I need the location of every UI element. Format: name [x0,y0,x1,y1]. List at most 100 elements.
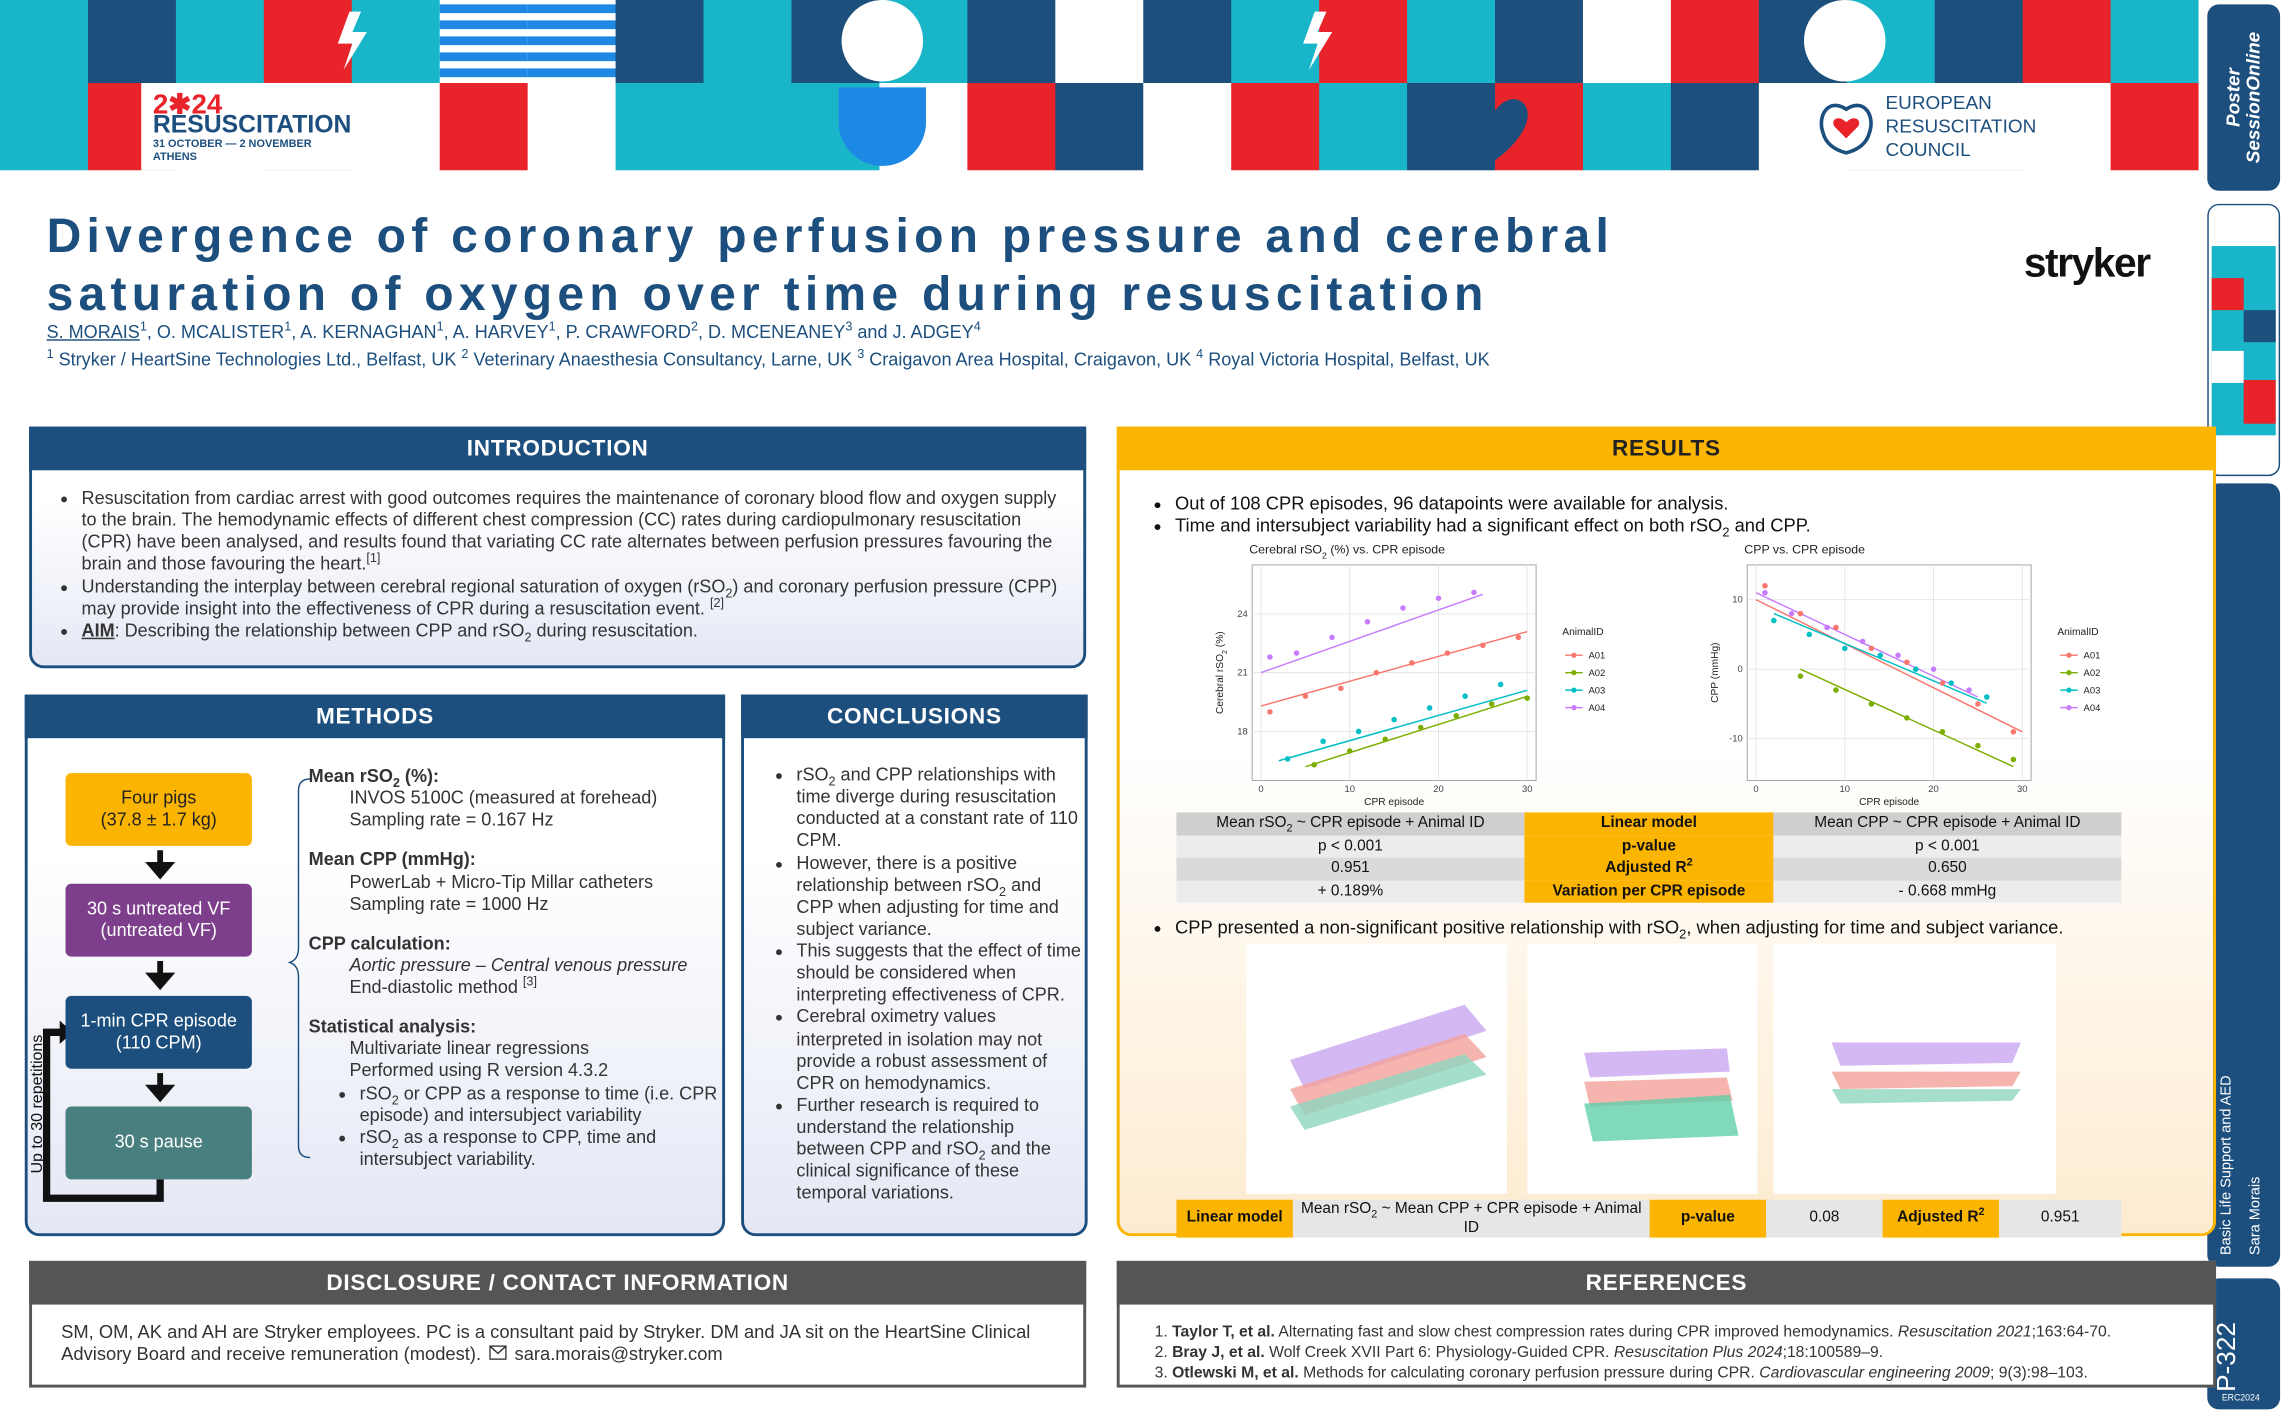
text-run: 2 [828,773,836,789]
table-cell: Variation per CPR episode [1524,880,1774,903]
detail-line: Sampling rate = 0.167 Hz [349,809,554,831]
text-run: and CPP relationships with time diverge … [796,764,1078,851]
text-run: S. MORAIS [46,321,140,343]
point [1975,742,1981,749]
flow-line: 1-min CPR episode [80,1010,237,1031]
legend-label: A02 [1588,668,1605,679]
point [1267,654,1273,660]
banner-tile [1055,82,1144,171]
text-run: and CPP. [1729,515,1811,537]
plane [1831,1089,2021,1104]
x-tick-label: 0 [1753,784,1758,795]
text-run: 2 [1322,550,1327,560]
detail-heading: Mean rSO2 (%): [308,765,724,790]
bullet: Otlewski M, et al. Methods for calculati… [1172,1363,2220,1383]
panel-heading: DISCLOSURE / CONTACT INFORMATION [29,1260,1087,1305]
text-run: 2 [1686,855,1693,869]
erc-logo: EUROPEAN RESUSCITATION COUNCIL [1805,82,2109,171]
erc-name: EUROPEAN RESUSCITATION COUNCIL [1886,92,2037,162]
text-run: , A. KERNAGHAN [291,321,437,343]
panel-heading: INTRODUCTION [29,426,1087,471]
references-panel: REFERENCES Taylor T, et al. Alternating … [1116,1260,2217,1388]
point [1762,589,1768,596]
flow-line: Four pigs [121,787,197,808]
text-run: 2 [391,1091,399,1107]
table-cell: 0.951 [1999,1199,2122,1238]
flow-line: (untreated VF) [100,920,217,941]
banner-tile [1143,82,1232,171]
x-tick-label: 20 [1433,784,1444,795]
table-row: 0.951 Adjusted R2 0.650 [1176,855,2122,881]
legend-label: A01 [1588,651,1605,662]
detail-line: Aortic pressure – Central venous pressur… [309,955,724,977]
legend-swatch [2066,687,2072,693]
point [1338,685,1344,692]
point [1293,650,1300,656]
banner-tile [1582,82,1672,171]
text-run: ~ CPR episode + Animal ID [1292,814,1485,832]
bullet: CPP presented a non-significant positive… [1174,917,2194,940]
point [1868,645,1875,652]
bullet: Further research is required to understa… [796,1095,1081,1205]
point [1453,713,1459,719]
bullet: However, there is a positive relationshi… [796,852,1081,940]
thumbnail-art [2211,246,2276,436]
text-run: Mean rSO [308,765,393,787]
loop-label: Up to 30 repetitions [29,1034,47,1174]
banner-icon [1462,99,1528,161]
logo-line: SessionOnline [2242,31,2265,164]
banner-tile [1055,0,1144,83]
panel-heading: METHODS [24,694,726,739]
fit-line [1755,592,1979,698]
panel-heading: CONCLUSIONS [741,694,1088,739]
banner-tile [439,82,529,171]
point [1913,666,1919,672]
text-run: Resuscitation Plus 2024 [1613,1343,1783,1362]
text-run: ;18:100589–9. [1782,1343,1884,1362]
point [1373,669,1380,676]
x-tick-label: 10 [1840,784,1851,795]
text-run: 3 [845,318,853,334]
banner-icon [841,0,924,82]
text-run: 2 [725,585,733,600]
text-run: 2 [392,775,400,790]
text-run: Aortic pressure – Central venous pressur… [349,954,688,976]
flow-box: 30 s untreated VF (untreated VF) [65,883,252,957]
model-table: Linear model Mean rSO2 ~ Mean CPP + CPR e… [1176,1199,2122,1238]
banner-tile [1407,0,1496,83]
point [1797,673,1804,679]
text-run: 4 [1196,346,1204,361]
table-cell: Mean CPP ~ CPR episode + Animal ID [1773,812,2122,836]
results-table: Mean rSO2 ~ CPR episode + Animal ID Linea… [1176,812,2122,903]
point [1868,701,1875,707]
point [1524,695,1530,701]
banner-tile [2110,82,2199,171]
results-bullet: CPP presented a non-significant positive… [1152,917,2194,940]
presenter: Sara Morais [2248,1176,2265,1256]
text-run: Royal Victoria Hospital, Belfast, UK [1203,349,1490,370]
disclosure-text: SM, OM, AK and AH are Stryker employees.… [61,1322,1066,1367]
point [1930,666,1937,672]
text-run: Taylor T, et al. [1172,1323,1275,1341]
banner-icon [1803,0,1886,82]
sidebar-id: P-322 ERC2024 [2207,1278,2281,1410]
y-tick-label: 0 [1738,664,1743,675]
intro-bullets: Resuscitation from cardiac arrest with g… [58,488,1071,643]
text-run: 1 [139,318,147,334]
point [1311,761,1318,768]
banner-tile [1582,0,1672,83]
plane [1831,1071,2021,1090]
text-run: , P. CRAWFORD [555,321,691,343]
text-run: [3] [522,973,537,989]
plot-panel [1773,943,2056,1194]
sidebar-topic: Basic Life Support and AED Sara Morais [2207,483,2281,1267]
legend-swatch [2066,704,2072,711]
text-run: CPP presented a non-significant positive… [1174,917,1680,938]
disclosure-body: SM, OM, AK and AH are Stryker employees.… [61,1322,1031,1365]
point [2010,728,2017,735]
table-cell: Linear model [1524,812,1774,836]
x-tick-label: 0 [1258,784,1263,795]
chart-title: CPP vs. CPR episode [1744,542,1865,556]
text-run: Craigavon Area Hospital, Craigavon, UK [864,349,1197,370]
text-run: Veterinary Anaesthesia Consultancy, Larn… [468,349,858,370]
